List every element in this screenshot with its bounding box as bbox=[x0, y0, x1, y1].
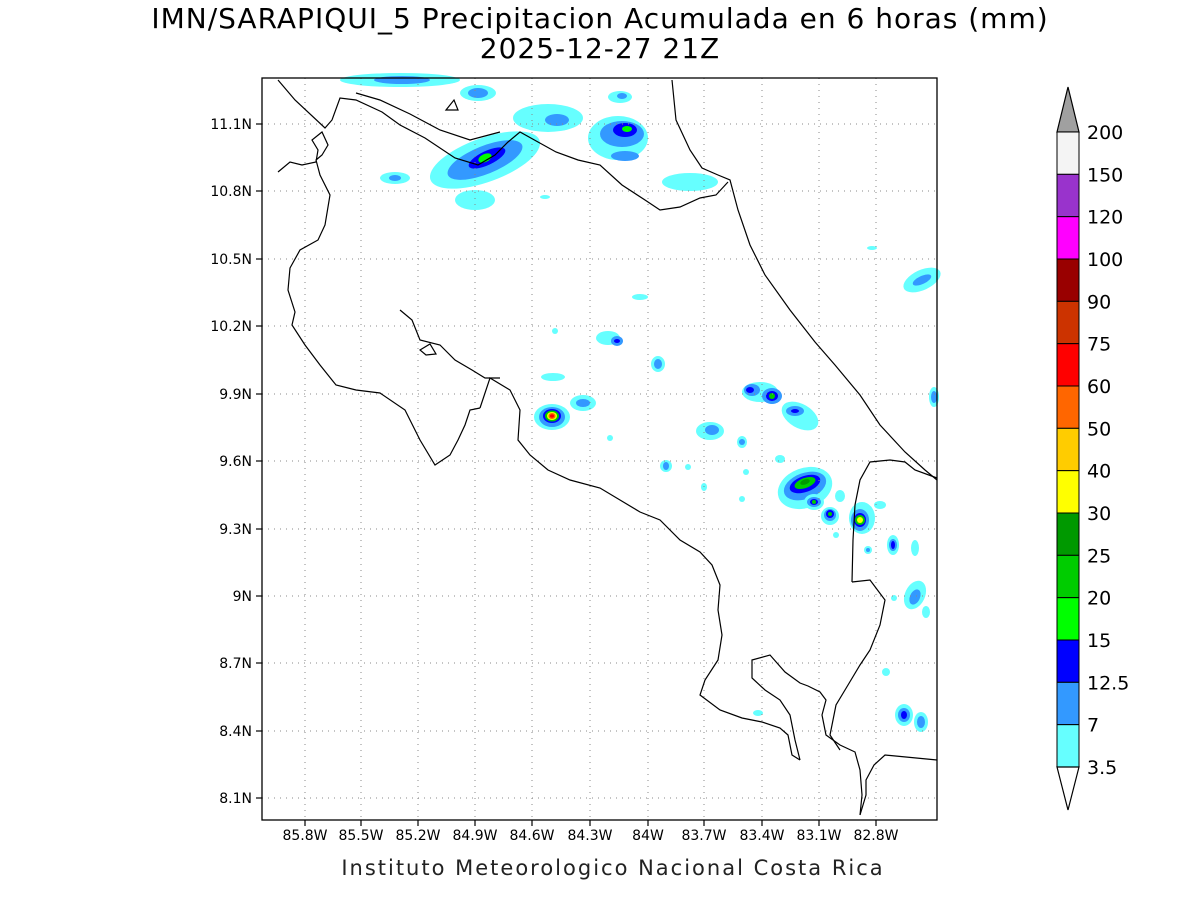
colorbar-swatch bbox=[1056, 554, 1080, 599]
lon-tick-label: 84W bbox=[632, 828, 664, 844]
colorbar-label: 90 bbox=[1087, 291, 1111, 313]
lat-tick-label: 11.1N bbox=[210, 117, 252, 133]
colorbar-legend: 200 150 120 100 90 75 60 50 40 30 25 20 15 12.5 7 3.5 bbox=[1056, 86, 1129, 811]
lat-tick-label: 9N bbox=[233, 589, 252, 605]
colorbar-swatch bbox=[1056, 216, 1080, 260]
lon-tick-label: 84.9W bbox=[452, 828, 497, 844]
colorbar-label: 7 bbox=[1087, 715, 1099, 737]
colorbar-swatch bbox=[1056, 597, 1080, 641]
lat-tick-label: 8.1N bbox=[219, 791, 252, 807]
lat-tick-label: 8.7N bbox=[219, 656, 252, 672]
colorbar-label: 25 bbox=[1087, 545, 1111, 567]
map-title: IMN/SARAPIQUI_5 Precipitacion Acumulada … bbox=[151, 2, 1049, 35]
lon-tick-label: 85.2W bbox=[395, 828, 440, 844]
lat-tick-label: 9.6N bbox=[219, 454, 252, 470]
lon-tick-label: 83.7W bbox=[681, 828, 726, 844]
colorbar-swatch bbox=[1056, 512, 1080, 556]
colorbar-label: 15 bbox=[1087, 630, 1111, 652]
longitude-axis: 85.8W 85.5W 85.2W 84.9W 84.6W 84.3W 84W 83.7W 83… bbox=[282, 820, 899, 844]
lat-tick-label: 10.8N bbox=[210, 184, 252, 200]
colorbar-label: 3.5 bbox=[1087, 757, 1117, 779]
colorbar-swatch bbox=[1056, 343, 1080, 387]
colorbar-swatch bbox=[1056, 681, 1080, 726]
colorbar-label: 40 bbox=[1087, 461, 1111, 483]
colorbar-label: 100 bbox=[1087, 249, 1123, 271]
colorbar-swatch bbox=[1056, 131, 1080, 175]
lon-tick-label: 82.8W bbox=[853, 828, 898, 844]
colorbar-label: 50 bbox=[1087, 418, 1111, 440]
colorbar-swatch bbox=[1056, 427, 1080, 472]
colorbar-label: 120 bbox=[1087, 207, 1123, 229]
lat-tick-label: 8.4N bbox=[219, 724, 252, 740]
lon-tick-label: 85.5W bbox=[338, 828, 383, 844]
colorbar-swatch bbox=[1056, 470, 1080, 514]
colorbar-label: 30 bbox=[1087, 503, 1111, 525]
map-frame bbox=[261, 77, 938, 821]
colorbar-label: 60 bbox=[1087, 376, 1111, 398]
lon-tick-label: 83.1W bbox=[796, 828, 841, 844]
colorbar-swatch bbox=[1056, 385, 1080, 429]
colorbar-swatch bbox=[1056, 258, 1080, 302]
lat-tick-label: 10.2N bbox=[210, 319, 252, 335]
colorbar-label: 200 bbox=[1087, 122, 1123, 144]
footer-credit: Instituto Meteorologico Nacional Costa R… bbox=[341, 856, 885, 880]
colorbar-label: 12.5 bbox=[1087, 672, 1129, 694]
lon-tick-label: 83.4W bbox=[739, 828, 784, 844]
lat-tick-label: 9.3N bbox=[219, 522, 252, 538]
colorbar-swatch bbox=[1056, 300, 1080, 345]
colorbar-under-arrow bbox=[1056, 766, 1080, 811]
latitude-axis: 11.1N 10.8N 10.5N 10.2N 9.9N 9.6N 9.3N 9N 8.7N 8.… bbox=[210, 117, 262, 807]
lat-tick-label: 10.5N bbox=[210, 252, 252, 268]
precipitation-shading bbox=[340, 73, 941, 732]
colorbar-label: 20 bbox=[1087, 588, 1111, 610]
coastline-borders bbox=[277, 79, 938, 816]
colorbar-swatch bbox=[1056, 639, 1080, 683]
lat-lon-gridlines bbox=[262, 78, 937, 820]
colorbar-over-arrow bbox=[1056, 86, 1080, 133]
map-subtitle: 2025-12-27 21Z bbox=[479, 32, 721, 65]
lon-tick-label: 85.8W bbox=[282, 828, 327, 844]
colorbar-swatch bbox=[1056, 173, 1080, 218]
colorbar-label: 150 bbox=[1087, 164, 1123, 186]
colorbar-label: 75 bbox=[1087, 334, 1111, 356]
colorbar-swatch bbox=[1056, 724, 1080, 768]
lon-tick-label: 84.6W bbox=[509, 828, 554, 844]
lat-tick-label: 9.9N bbox=[219, 387, 252, 403]
lon-tick-label: 84.3W bbox=[567, 828, 612, 844]
